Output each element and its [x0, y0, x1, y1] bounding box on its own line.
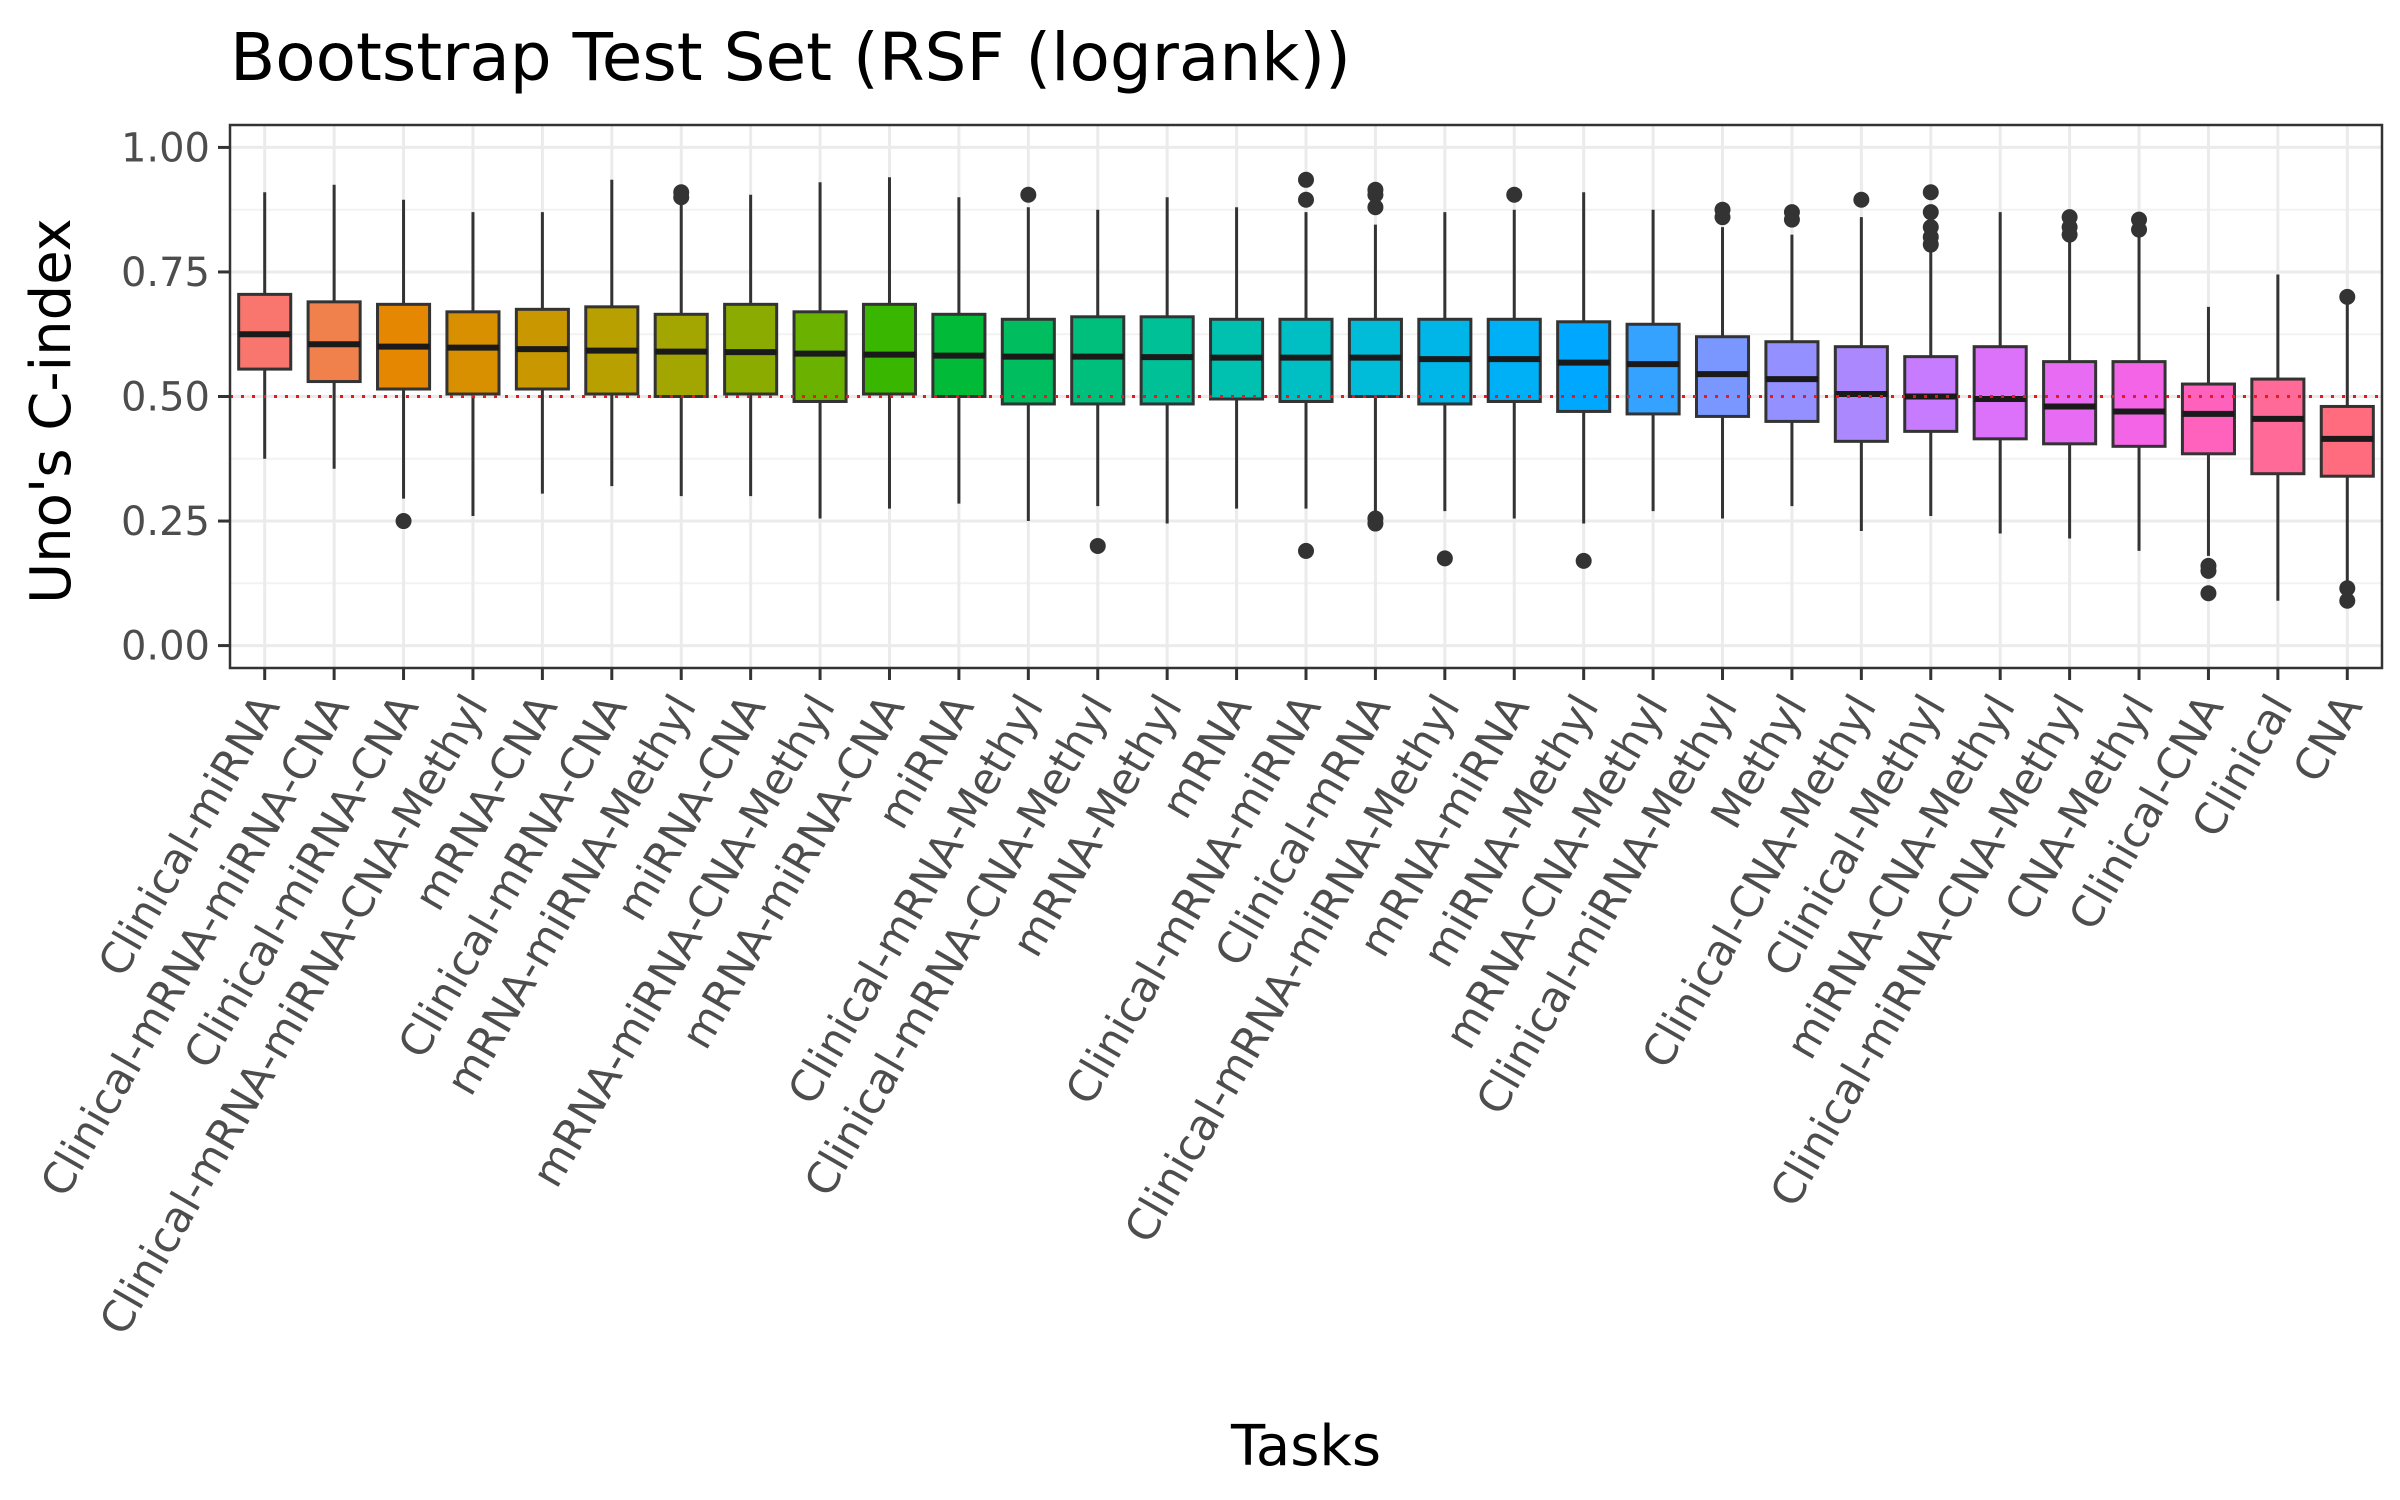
box-iqr: [2042, 360, 2098, 446]
outlier-point: [2061, 209, 2078, 226]
box-Clinical-mRNA-miRNA-Methyl: [1417, 212, 1473, 567]
box-iqr: [861, 302, 918, 396]
box-Clinical-mRNA: [1347, 181, 1403, 532]
box-iqr: [2180, 382, 2236, 456]
outlier-point: [2339, 580, 2356, 597]
box-CNA: [2319, 288, 2375, 609]
box-Clinical: [2250, 274, 2306, 601]
outlier-point: [1298, 171, 1314, 188]
box-mRNA-CNA: [514, 212, 570, 494]
outlier-point: [1436, 550, 1453, 567]
box-mRNA-CNA-Methyl: [1625, 209, 1681, 512]
outlier-point: [2339, 592, 2356, 609]
box-Clinical-CNA: [2180, 306, 2236, 602]
outlier-point: [673, 184, 690, 201]
outlier-point: [1367, 510, 1384, 527]
box-CNA-Methyl: [2111, 211, 2167, 551]
box-Clinical-miRNA-Methyl: [1694, 201, 1751, 519]
box-iqr: [445, 310, 501, 396]
outlier-point: [1367, 199, 1384, 216]
box-Clinical-miRNA-CNA: [376, 199, 432, 530]
outlier-point: [1922, 184, 1939, 201]
outlier-point: [1367, 181, 1384, 198]
outlier-point: [2131, 211, 2148, 228]
box-mRNA-Methyl: [1139, 197, 1195, 524]
outlier-point: [1575, 552, 1592, 569]
box-iqr: [1625, 322, 1681, 416]
box-Clinical-mRNA-Methyl: [1000, 186, 1056, 522]
box-Clinical-mRNA-miRNA-CNA: [306, 184, 362, 469]
y-tick-label: 0.50: [121, 375, 210, 421]
box-Clinical-miRNA-CNA-Methyl: [2042, 209, 2098, 539]
y-tick-label: 0.00: [121, 624, 210, 670]
box-miRNA: [931, 197, 987, 504]
outlier-point: [1298, 191, 1314, 208]
box-iqr: [2111, 360, 2167, 448]
box-iqr: [1972, 345, 2028, 441]
y-tick-label: 0.25: [121, 499, 210, 545]
outlier-point: [1853, 191, 1870, 208]
outlier-point: [2200, 557, 2217, 574]
y-tick-label: 0.75: [121, 250, 210, 296]
outlier-point: [1020, 186, 1037, 203]
outlier-point: [1783, 204, 1800, 221]
outlier-point: [1922, 219, 1939, 236]
box-iqr: [1070, 315, 1126, 406]
box-Clinical-CNA-Methyl: [1833, 191, 1889, 532]
y-tick-label: 1.00: [121, 125, 210, 171]
box-mRNA-miRNA-CNA-Methyl: [792, 182, 848, 519]
box-iqr: [1000, 317, 1056, 406]
box-iqr: [653, 312, 709, 399]
outlier-point: [2200, 585, 2217, 602]
box-Clinical-mRNA-miRNA: [1278, 171, 1334, 559]
box-Methyl: [1764, 204, 1820, 507]
box-mRNA-miRNA-CNA: [861, 177, 918, 509]
boxes: [237, 171, 2375, 609]
box-Clinical-miRNA: [237, 192, 293, 459]
y-axis: 0.00 0.25 0.50 0.75 1.00: [121, 125, 230, 670]
y-axis-title: Uno's C-index: [19, 218, 84, 604]
box-miRNA-CNA: [723, 194, 779, 497]
outlier-point: [1506, 186, 1523, 203]
box-Clinical-mRNA-CNA-Methyl: [1070, 209, 1126, 554]
box-iqr: [2250, 377, 2306, 476]
chart-title: Bootstrap Test Set (RSF (logrank)): [230, 19, 1351, 96]
box-Clinical-mRNA-miRNA-CNA-Methyl: [445, 212, 501, 517]
box-mRNA: [1209, 207, 1265, 509]
outlier-point: [1714, 201, 1731, 218]
outlier-point: [1089, 537, 1106, 554]
outlier-point: [1922, 204, 1939, 221]
outlier-point: [395, 513, 412, 530]
box-miRNA-CNA-Methyl: [1972, 212, 2028, 534]
box-iqr: [1139, 315, 1195, 406]
box-mRNA-miRNA: [1486, 186, 1542, 519]
outlier-point: [1298, 542, 1314, 559]
x-axis-title: Tasks: [1230, 1414, 1381, 1479]
box-Clinical-mRNA-CNA: [584, 179, 640, 487]
outlier-point: [2339, 288, 2356, 305]
